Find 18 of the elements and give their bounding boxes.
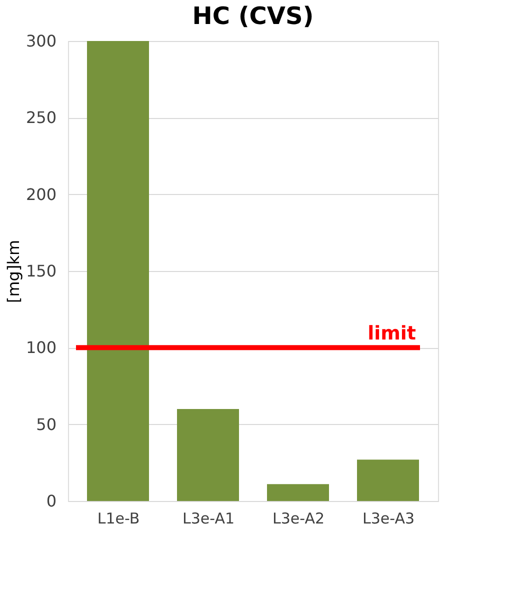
y-tick-label: 100 [26, 338, 56, 358]
x-tick-label: L3e-A3 [362, 510, 415, 528]
x-tick-label: L3e-A2 [272, 510, 325, 528]
x-tick-label: L3e-A1 [182, 510, 235, 528]
bar [267, 484, 329, 501]
y-tick-label: 0 [46, 492, 56, 510]
y-axis-title: [mg]km [4, 240, 23, 304]
y-tick-label: 200 [26, 184, 56, 204]
x-tick-label: L1e-B [97, 510, 140, 528]
y-tick-label: 250 [26, 108, 56, 128]
y-tick-label: 50 [36, 414, 56, 434]
ref-line-label: limit [368, 322, 416, 345]
chart-title: HC (CVS) [192, 2, 314, 30]
y-tick-label: 300 [26, 32, 56, 50]
bar [87, 41, 149, 501]
bar [357, 460, 419, 501]
y-tick-label: 150 [26, 262, 56, 280]
bar [177, 409, 239, 501]
